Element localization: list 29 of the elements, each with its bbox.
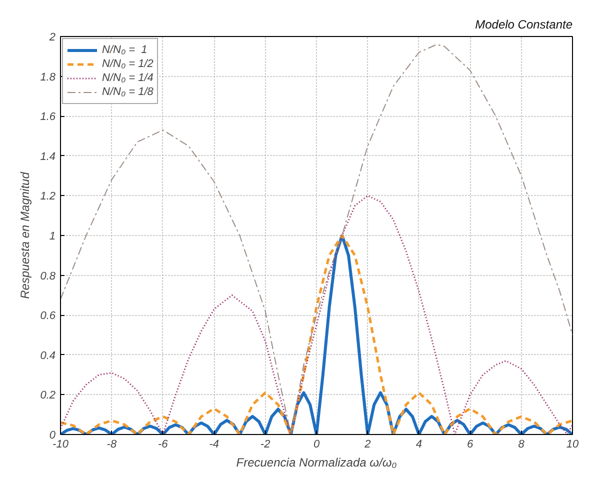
y-tick-label: 1.8 (40, 71, 56, 84)
x-tick-label: -6 (158, 438, 169, 450)
y-tick-label: 1.4 (40, 150, 56, 163)
y-tick-label: 0.4 (40, 350, 56, 362)
y-tick-label: 1 (49, 230, 56, 242)
y-axis-title: Respuesta en Magnitud (18, 172, 32, 299)
x-tick-label: 8 (518, 438, 526, 450)
y-tick-label: 1.6 (40, 111, 56, 124)
x-tick-label: -10 (52, 438, 70, 450)
legend-label: N/N₀ = 1/4 (102, 71, 154, 85)
x-tick-label: -4 (209, 438, 219, 450)
x-tick-label: 10 (566, 438, 580, 450)
x-axis-title: Frecuencia Normalizada ω/ω₀ (236, 456, 397, 470)
x-tick-label: 6 (467, 438, 474, 450)
x-tick-label: 4 (416, 438, 422, 450)
y-tick-label: 0 (49, 430, 56, 442)
x-tick-label: 0 (313, 438, 320, 450)
legend-label: N/N₀ = 1/8 (102, 85, 154, 99)
x-tick-label: -2 (260, 438, 270, 450)
legend-label: N/N₀ = 1 (102, 43, 148, 57)
x-tick-label: -8 (106, 438, 118, 450)
y-tick-label: 0.8 (40, 270, 56, 282)
y-tick-label: 0.6 (40, 310, 56, 322)
y-tick-label: 2 (48, 32, 56, 44)
y-tick-label: 0.2 (40, 390, 56, 402)
x-tick-label: 2 (364, 438, 371, 450)
y-tick-label: 1.2 (40, 190, 56, 203)
chart-title: Modelo Constante (475, 18, 573, 32)
legend-label: N/N₀ = 1/2 (102, 57, 154, 71)
